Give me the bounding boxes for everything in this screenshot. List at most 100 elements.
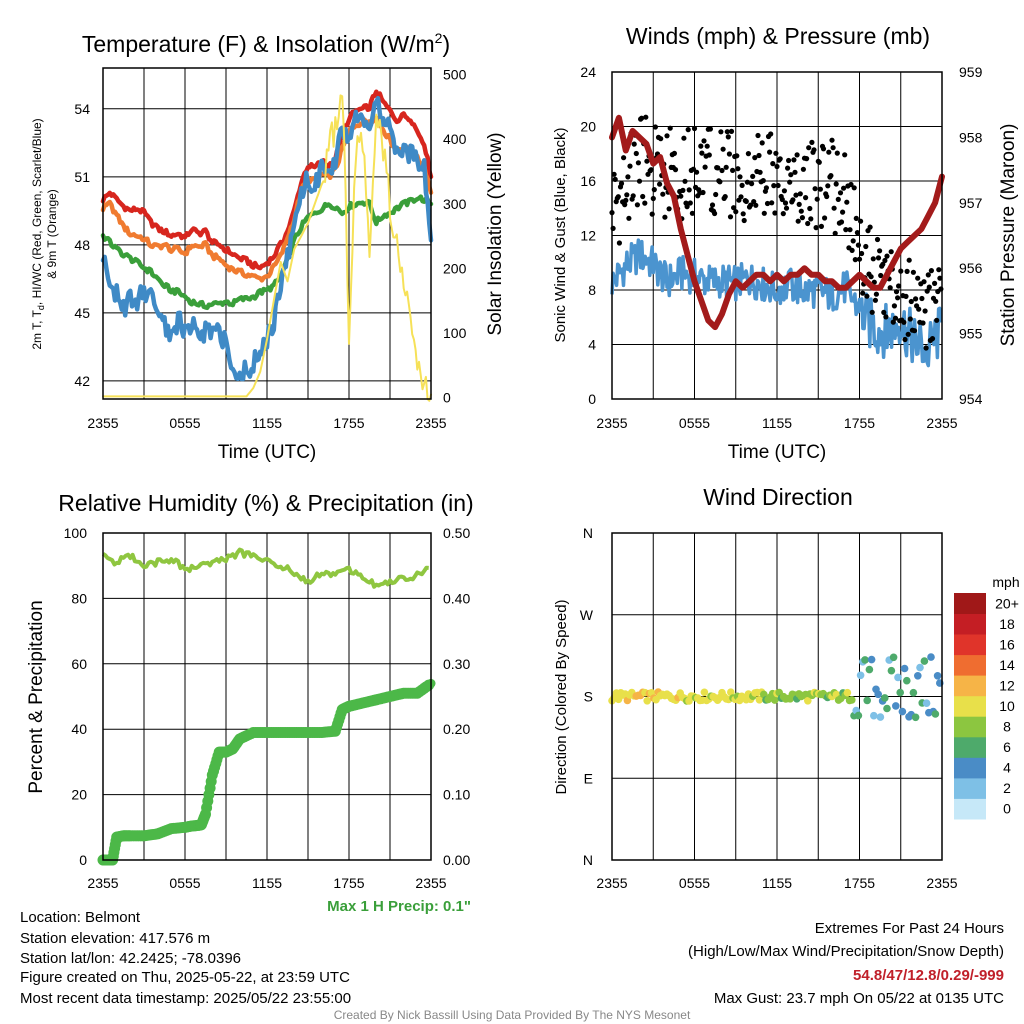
pressure-ylabel: Station Pressure (Maroon) (998, 124, 1019, 347)
gust-point (706, 152, 712, 158)
colorbar-label: 20+ (995, 595, 1019, 611)
gust-point (734, 153, 740, 159)
wind-y-tick: 8 (588, 282, 596, 298)
wind-direction-x-tick: 2355 (596, 875, 627, 891)
precip-y-tick: 0.40 (443, 590, 470, 606)
gust-point (884, 253, 890, 259)
gust-point (759, 140, 765, 146)
humidity-x-tick: 1155 (252, 875, 282, 891)
gust-point (739, 182, 745, 188)
gust-point (764, 200, 771, 207)
wind-y-tick: 12 (580, 228, 596, 244)
gust-point (694, 169, 700, 175)
temperature-plot-frame (102, 67, 432, 400)
direction-point (922, 699, 931, 707)
gust-point (936, 267, 942, 273)
colorbar-label: 12 (999, 678, 1015, 694)
gust-point (852, 257, 858, 263)
gust-point (816, 159, 822, 165)
gust-point (731, 205, 737, 211)
gust-point (826, 149, 832, 155)
gust-point (800, 166, 807, 172)
temperature-ylabel-line2: & 9m T (Orange) (45, 189, 59, 279)
gust-point (932, 280, 938, 286)
gust-point (749, 181, 755, 187)
gust-point (825, 183, 831, 189)
gust-point (767, 149, 773, 155)
gust-point (842, 152, 848, 158)
gust-point (678, 193, 684, 199)
gust-point (904, 268, 910, 274)
gust-point (843, 227, 849, 233)
pressure-y-tick: 959 (959, 64, 983, 80)
gust-point (636, 178, 643, 184)
gust-point (733, 209, 739, 215)
humidity-panel: Relative Humidity (%) & Precipitation (i… (26, 490, 474, 915)
gust-point (858, 218, 864, 224)
insolation-y-tick: 300 (443, 196, 467, 212)
gust-point (902, 336, 908, 343)
direction-point (755, 696, 764, 704)
insolation-line (102, 94, 432, 402)
direction-point (700, 688, 709, 697)
temperature-title: Temperature (F) & Insolation (W/m2) (82, 30, 450, 57)
gust-point (860, 290, 866, 296)
credit-text: Created By Nick Bassill Using Data Provi… (334, 1008, 691, 1022)
gust-point (752, 155, 758, 161)
gust-point (878, 272, 884, 279)
gust-point (837, 190, 844, 196)
gust-point (730, 167, 736, 173)
wind-direction-x-tick: 2355 (926, 875, 957, 891)
colorbar-label: 2 (1003, 780, 1011, 796)
wind-direction-x-tick: 1155 (762, 875, 792, 891)
humidity-lines (97, 547, 436, 866)
temperature-x-tick: 2355 (87, 415, 118, 431)
gust-point (795, 218, 801, 224)
direction-point (863, 696, 871, 705)
gust-point (691, 125, 698, 132)
gust-point (745, 151, 752, 157)
gust-point (642, 200, 648, 206)
pressure-line (609, 114, 945, 331)
colorbar-label: 18 (999, 616, 1015, 632)
latlon-text: Station lat/lon: 42.2425; -78.0396 (20, 950, 241, 967)
gust-point (750, 173, 756, 179)
direction-point (771, 696, 779, 704)
gust-point (707, 126, 714, 132)
gust-point (905, 331, 911, 337)
gust-point (723, 164, 729, 170)
temperature-tick-labels: 42 45 48 51 54 0 100 200 300 400 500 2355 0555 1155 17… (74, 66, 466, 431)
gust-point (635, 160, 642, 166)
gust-point (701, 138, 707, 144)
winds-gridlines (612, 71, 942, 400)
gust-point (639, 115, 645, 121)
direction-point (865, 665, 874, 674)
gust-point (835, 196, 841, 202)
gust-point (625, 174, 631, 180)
gust-point (928, 268, 935, 274)
created-text: Figure created on Thu, 2025-05-22, at 23… (20, 969, 350, 986)
gust-point (838, 219, 845, 225)
gust-point (908, 298, 914, 305)
gust-point (748, 202, 754, 208)
gust-point (782, 200, 789, 206)
gust-point (868, 274, 874, 280)
gust-point (717, 179, 723, 185)
gust-point (898, 268, 904, 274)
gust-point (887, 285, 893, 291)
gust-point (738, 194, 744, 200)
winds-panel: Winds (mph) & Pressure (mb) 0 4 8 12 16 20 24 9… (552, 23, 1019, 463)
direction-point (856, 671, 865, 680)
gust-point (896, 283, 902, 289)
colorbar-swatch (954, 675, 986, 697)
gust-point (773, 150, 779, 156)
direction-point (900, 664, 909, 673)
gust-point (808, 216, 814, 222)
gust-point (760, 178, 766, 184)
gust-point (704, 143, 710, 149)
gust-point (911, 328, 918, 334)
gust-point (788, 172, 794, 178)
temperature-y-tick: 54 (74, 101, 90, 117)
gust-point (903, 293, 909, 299)
gust-point (849, 247, 855, 253)
